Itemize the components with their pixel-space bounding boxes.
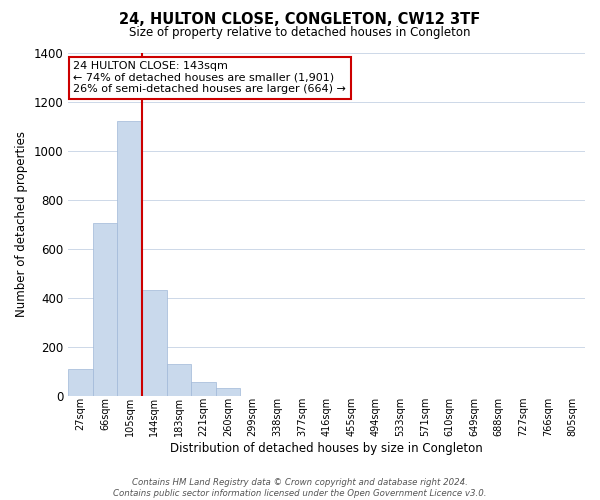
- Text: 24 HULTON CLOSE: 143sqm
← 74% of detached houses are smaller (1,901)
26% of semi: 24 HULTON CLOSE: 143sqm ← 74% of detache…: [73, 61, 346, 94]
- Text: 24, HULTON CLOSE, CONGLETON, CW12 3TF: 24, HULTON CLOSE, CONGLETON, CW12 3TF: [119, 12, 481, 28]
- Y-axis label: Number of detached properties: Number of detached properties: [15, 131, 28, 317]
- Text: Size of property relative to detached houses in Congleton: Size of property relative to detached ho…: [129, 26, 471, 39]
- Bar: [216, 388, 241, 396]
- Bar: [93, 223, 118, 396]
- Bar: [191, 382, 216, 396]
- Bar: [118, 121, 142, 396]
- Text: Contains HM Land Registry data © Crown copyright and database right 2024.
Contai: Contains HM Land Registry data © Crown c…: [113, 478, 487, 498]
- Bar: [142, 290, 167, 396]
- Bar: [167, 364, 191, 396]
- X-axis label: Distribution of detached houses by size in Congleton: Distribution of detached houses by size …: [170, 442, 483, 455]
- Bar: [68, 368, 93, 396]
